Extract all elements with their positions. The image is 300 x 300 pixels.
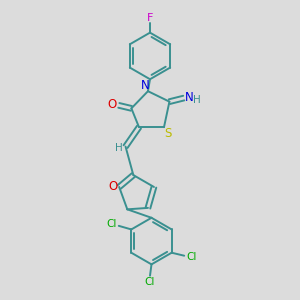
Text: O: O	[108, 98, 117, 111]
Text: Cl: Cl	[107, 219, 117, 230]
Text: H: H	[115, 143, 123, 153]
Text: N: N	[141, 79, 150, 92]
Text: Cl: Cl	[145, 277, 155, 287]
Text: F: F	[147, 13, 153, 23]
Text: H: H	[193, 95, 201, 105]
Text: S: S	[164, 127, 171, 140]
Text: Cl: Cl	[187, 252, 197, 262]
Text: O: O	[108, 181, 117, 194]
Text: N: N	[185, 91, 194, 104]
